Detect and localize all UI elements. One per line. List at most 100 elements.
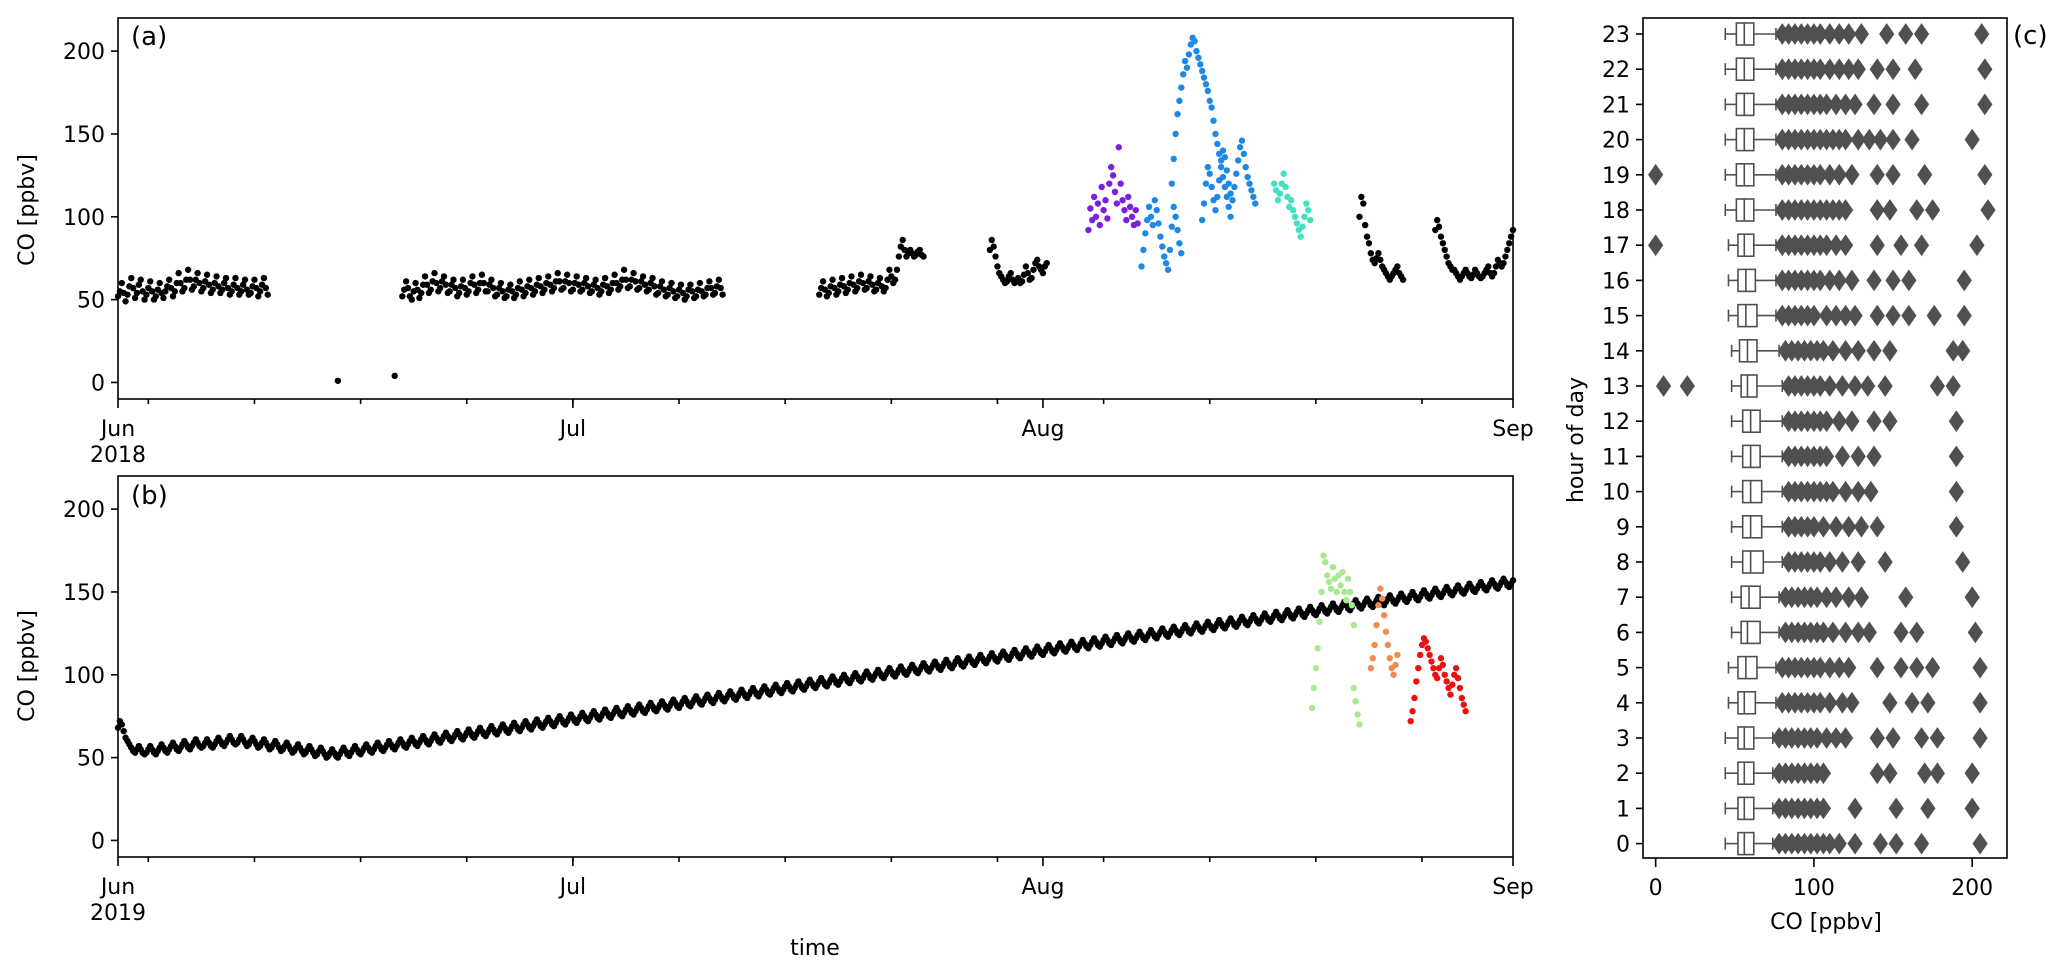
panel-a-event-1-point (1149, 221, 1157, 229)
panel-a-data-point (668, 279, 675, 287)
panel-a-data-point (205, 281, 213, 288)
panel-a-event-3-point (1252, 200, 1259, 207)
panel-a-data-point (402, 278, 410, 285)
box-outlier (1904, 691, 1920, 714)
panel-a-data-point (658, 278, 666, 285)
box-outlier (1850, 339, 1866, 362)
box-outlier (1893, 656, 1909, 679)
panel-a-event-0-point (1107, 163, 1115, 171)
panel-a-data-point (706, 278, 713, 285)
panel-a-data-point (391, 372, 398, 380)
panel-a-data-point (639, 273, 647, 280)
panel-a-event-2-point (1191, 37, 1198, 45)
box-outlier (1866, 93, 1882, 116)
panel-c-y-tick-label: 9 (1616, 516, 1630, 541)
panel-a-event-2-point (1174, 110, 1181, 118)
panel-c-y-tick-label: 22 (1602, 58, 1630, 83)
box-outlier (1907, 58, 1923, 81)
panel-b-event-0-point (1308, 704, 1316, 712)
box-outlier (1837, 480, 1854, 503)
box-outlier (1841, 586, 1857, 609)
box-outlier (1869, 163, 1885, 186)
box-hour-19 (1648, 163, 1993, 187)
panel-a-data-point (611, 271, 618, 278)
panel-b-event-0-point (1333, 588, 1340, 596)
panel-b-event-3-point (1422, 638, 1430, 645)
box-outlier (1828, 515, 1844, 538)
panel-a-data-point (872, 286, 880, 293)
panel-a-event-3-point (1225, 180, 1232, 187)
panel-b-event-0-point (1314, 645, 1321, 652)
panel-b-event-3-point (1443, 678, 1450, 685)
box-outlier (1822, 551, 1838, 573)
panel-a-event-4-point (1288, 197, 1295, 204)
panel-a-event-3-point (1200, 200, 1208, 207)
panel-a-data-point (431, 269, 438, 277)
panel-a-data-point (156, 279, 163, 287)
panel-a-y-tick-label: 150 (63, 123, 105, 148)
box-outlier (1901, 269, 1917, 292)
panel-a-data-point (1028, 274, 1035, 282)
panel-a-data-point (1360, 200, 1367, 207)
panel-a-data-point (1394, 263, 1401, 270)
panel-c-y-tick-label: 4 (1616, 692, 1630, 717)
panel-b-y-tick-label: 150 (63, 581, 105, 606)
panel-a-data-point (673, 293, 681, 300)
panel-b-event-2-point (1373, 621, 1380, 629)
box-outlier (1917, 762, 1933, 785)
box-outlier (1648, 234, 1664, 257)
panel-a-event-1-point (1176, 240, 1183, 247)
box-hour-7 (1730, 585, 1980, 610)
panel-a-event-3-point (1214, 193, 1221, 201)
panel-a-event-1-point (1151, 197, 1158, 204)
panel-a-frame (117, 17, 1514, 400)
box-outlier (1860, 375, 1876, 397)
box-outlier (1956, 269, 1972, 292)
panel-a-data-point (421, 273, 429, 280)
panel-a-event-3-point (1248, 187, 1255, 194)
panel-a-data-point (1506, 240, 1513, 247)
panel-a-data-point (990, 243, 997, 250)
panel-b-x-tick-label: Sep (1492, 875, 1533, 900)
panel-a-data-point (135, 281, 143, 288)
box-outlier (1847, 304, 1863, 327)
box-hour-15 (1727, 303, 1972, 328)
box-outlier (1901, 304, 1917, 327)
panel-a-event-0-point (1117, 180, 1124, 187)
box-outlier (1913, 727, 1930, 749)
panel-a-data-point (264, 291, 271, 298)
box-outlier (1909, 621, 1925, 644)
panel-a-data-point (416, 294, 423, 302)
box-outlier (1977, 93, 1993, 116)
panel-a-data-point (122, 298, 129, 305)
box-outlier (1977, 58, 1993, 81)
panel-a-data-point (819, 278, 827, 285)
panel-b-event-0-point (1316, 618, 1323, 625)
panel-c-hourly-boxplot: (c) hour of day CO [ppbv] 0 100 2000123456… (1564, 17, 2048, 935)
box-hour-17 (1648, 233, 1985, 257)
panel-a-data-point (516, 278, 524, 285)
panel-a-y-tick-label: 0 (91, 371, 105, 396)
panel-a-event-4-point (1301, 213, 1308, 220)
panel-a-x-tick-year: 2018 (90, 443, 146, 468)
panel-a-data-point (194, 269, 201, 277)
box-hour-2 (1724, 761, 1980, 786)
box-hour-4 (1727, 690, 1988, 715)
box-outlier (1828, 586, 1844, 609)
box-outlier (1885, 163, 1901, 186)
panel-a-data-point (143, 291, 150, 298)
box-iqr (1741, 479, 1763, 504)
box-outlier (1929, 375, 1945, 397)
panel-b-event-3-point (1413, 678, 1420, 685)
panel-a-x-tick-label: Sep (1492, 417, 1533, 442)
box-hour-11 (1730, 444, 1964, 469)
box-outlier (1861, 621, 1877, 644)
box-outlier (1853, 515, 1870, 538)
panel-a-data-point (1504, 246, 1511, 254)
panel-a-data-point (859, 279, 867, 287)
panel-a-event-0-point (1128, 213, 1136, 220)
box-hour-22 (1724, 57, 1993, 82)
panel-a-data-point (118, 279, 125, 287)
